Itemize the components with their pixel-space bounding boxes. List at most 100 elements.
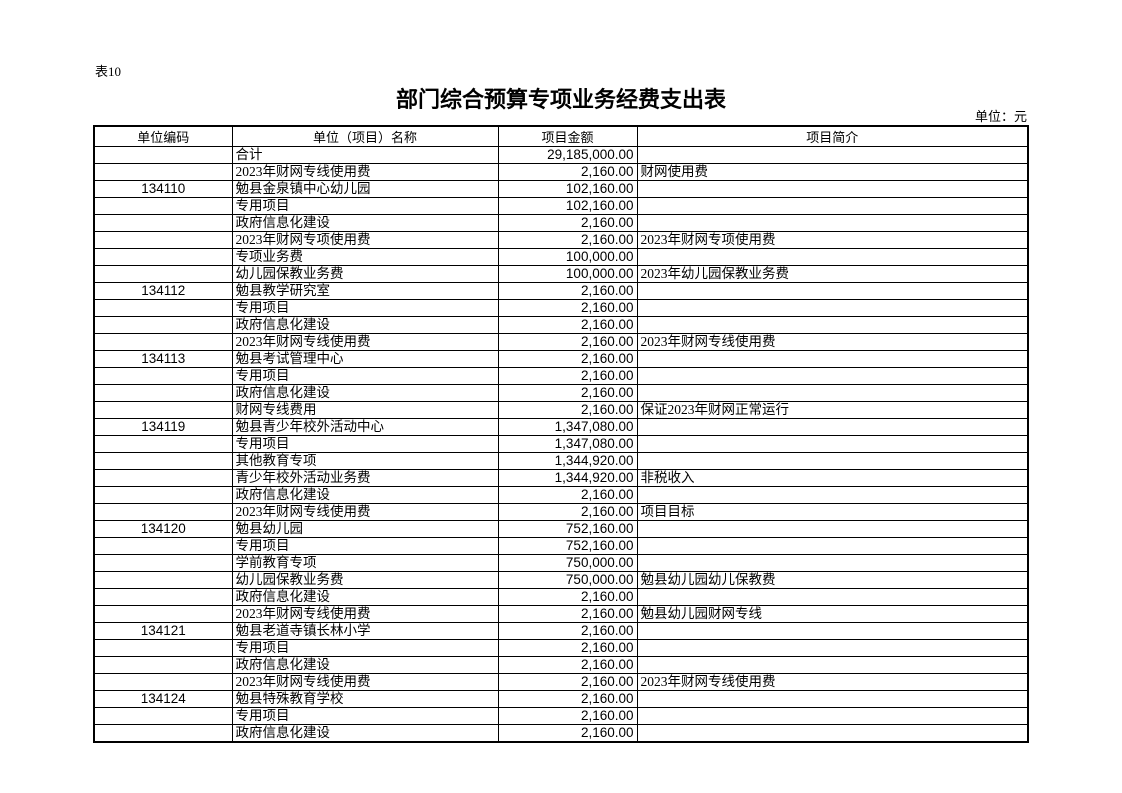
- cell-project-amount: 2,160.00: [497, 503, 638, 521]
- header-unit-project-name: 单位（项目）名称: [231, 125, 499, 147]
- cell-unit-code: [93, 537, 233, 555]
- cell-project-intro: 保证2023年财网正常运行: [636, 401, 1029, 419]
- cell-unit-code: [93, 435, 233, 453]
- table-row: 专用项目 752,160.00: [93, 537, 1029, 555]
- cell-unit-project-name: 专用项目: [231, 639, 499, 657]
- cell-project-amount: 752,160.00: [497, 537, 638, 555]
- cell-project-intro: [636, 367, 1029, 385]
- table-row: 专用项目 2,160.00: [93, 639, 1029, 657]
- cell-project-amount: 2,160.00: [497, 673, 638, 691]
- cell-project-amount: 2,160.00: [497, 486, 638, 504]
- cell-unit-project-name: 专用项目: [231, 707, 499, 725]
- table-row: 2023年财网专线使用费 2,160.00 2023年财网专线使用费: [93, 333, 1029, 351]
- cell-project-intro: 勉县幼儿园幼儿保教费: [636, 571, 1029, 589]
- table-row: 专项业务费 100,000.00: [93, 248, 1029, 266]
- table-row: 134120 勉县幼儿园 752,160.00: [93, 520, 1029, 538]
- cell-unit-code: [93, 265, 233, 283]
- cell-unit-code: 134124: [93, 690, 233, 708]
- cell-project-amount: 2,160.00: [497, 316, 638, 334]
- cell-project-intro: [636, 316, 1029, 334]
- cell-unit-project-name: 政府信息化建设: [231, 588, 499, 606]
- cell-unit-project-name: 幼儿园保教业务费: [231, 571, 499, 589]
- table-number-label: 表10: [95, 64, 122, 79]
- header-project-amount: 项目金额: [497, 125, 638, 147]
- cell-project-amount: 2,160.00: [497, 163, 638, 181]
- header-project-intro: 项目简介: [636, 125, 1029, 147]
- cell-project-amount: 750,000.00: [497, 571, 638, 589]
- cell-unit-project-name: 勉县金泉镇中心幼儿园: [231, 180, 499, 198]
- cell-unit-code: [93, 367, 233, 385]
- cell-unit-code: [93, 299, 233, 317]
- cell-project-intro: [636, 214, 1029, 232]
- cell-project-intro: [636, 520, 1029, 538]
- cell-project-intro: [636, 180, 1029, 198]
- cell-unit-project-name: 2023年财网专线使用费: [231, 673, 499, 691]
- table-row: 政府信息化建设 2,160.00: [93, 316, 1029, 334]
- cell-project-intro: 2023年财网专项使用费: [636, 231, 1029, 249]
- cell-project-amount: 2,160.00: [497, 231, 638, 249]
- cell-unit-project-name: 勉县老道寺镇长林小学: [231, 622, 499, 640]
- cell-unit-code: 134110: [93, 180, 233, 198]
- table-row: 2023年财网专线使用费 2,160.00 项目目标: [93, 503, 1029, 521]
- cell-project-amount: 2,160.00: [497, 656, 638, 674]
- budget-expenditure-table: 单位编码 单位（项目）名称 项目金额 项目简介 合计 29,185,000.00 2…: [93, 125, 1029, 743]
- cell-unit-code: [93, 316, 233, 334]
- cell-project-intro: 2023年财网专线使用费: [636, 673, 1029, 691]
- cell-project-intro: [636, 350, 1029, 368]
- cell-project-amount: 102,160.00: [497, 180, 638, 198]
- cell-unit-code: [93, 384, 233, 402]
- cell-project-intro: [636, 248, 1029, 266]
- table-row: 134112 勉县教学研究室 2,160.00: [93, 282, 1029, 300]
- cell-unit-project-name: 政府信息化建设: [231, 486, 499, 504]
- cell-project-amount: 1,347,080.00: [497, 435, 638, 453]
- cell-project-amount: 2,160.00: [497, 690, 638, 708]
- cell-unit-code: [93, 503, 233, 521]
- cell-unit-code: [93, 197, 233, 215]
- cell-unit-project-name: 幼儿园保教业务费: [231, 265, 499, 283]
- cell-unit-project-name: 2023年财网专线使用费: [231, 503, 499, 521]
- cell-project-intro: 非税收入: [636, 469, 1029, 487]
- cell-unit-project-name: 2023年财网专线使用费: [231, 163, 499, 181]
- cell-unit-project-name: 专用项目: [231, 435, 499, 453]
- cell-project-intro: 2023年幼儿园保教业务费: [636, 265, 1029, 283]
- table-row: 134124 勉县特殊教育学校 2,160.00: [93, 690, 1029, 708]
- table-header-row: 单位编码 单位（项目）名称 项目金额 项目简介: [93, 125, 1029, 147]
- cell-project-amount: 752,160.00: [497, 520, 638, 538]
- page-title: 部门综合预算专项业务经费支出表: [395, 87, 726, 112]
- cell-unit-project-name: 学前教育专项: [231, 554, 499, 572]
- cell-unit-code: [93, 588, 233, 606]
- cell-unit-project-name: 勉县特殊教育学校: [231, 690, 499, 708]
- cell-project-intro: [636, 639, 1029, 657]
- cell-project-intro: [636, 435, 1029, 453]
- table-row: 专用项目 2,160.00: [93, 707, 1029, 725]
- cell-project-amount: 1,344,920.00: [497, 452, 638, 470]
- cell-project-amount: 100,000.00: [497, 248, 638, 266]
- cell-project-amount: 2,160.00: [497, 639, 638, 657]
- cell-project-intro: [636, 690, 1029, 708]
- cell-unit-project-name: 勉县青少年校外活动中心: [231, 418, 499, 436]
- table-row: 专用项目 102,160.00: [93, 197, 1029, 215]
- table-row: 政府信息化建设 2,160.00: [93, 384, 1029, 402]
- cell-project-intro: [636, 707, 1029, 725]
- cell-project-amount: 2,160.00: [497, 401, 638, 419]
- cell-project-intro: [636, 299, 1029, 317]
- table-row: 2023年财网专线使用费 2,160.00 2023年财网专线使用费: [93, 673, 1029, 691]
- cell-unit-project-name: 政府信息化建设: [231, 656, 499, 674]
- cell-project-amount: 29,185,000.00: [497, 146, 638, 164]
- table-row: 134119 勉县青少年校外活动中心 1,347,080.00: [93, 418, 1029, 436]
- cell-unit-code: [93, 724, 233, 743]
- cell-unit-code: [93, 605, 233, 623]
- table-row: 134110 勉县金泉镇中心幼儿园 102,160.00: [93, 180, 1029, 198]
- cell-unit-project-name: 政府信息化建设: [231, 214, 499, 232]
- table-row: 其他教育专项 1,344,920.00: [93, 452, 1029, 470]
- cell-unit-project-name: 财网专线费用: [231, 401, 499, 419]
- cell-unit-code: [93, 146, 233, 164]
- cell-project-amount: 2,160.00: [497, 282, 638, 300]
- cell-project-amount: 2,160.00: [497, 707, 638, 725]
- cell-unit-project-name: 专项业务费: [231, 248, 499, 266]
- cell-unit-project-name: 2023年财网专线使用费: [231, 605, 499, 623]
- cell-unit-project-name: 政府信息化建设: [231, 724, 499, 743]
- cell-project-amount: 102,160.00: [497, 197, 638, 215]
- cell-unit-code: 134121: [93, 622, 233, 640]
